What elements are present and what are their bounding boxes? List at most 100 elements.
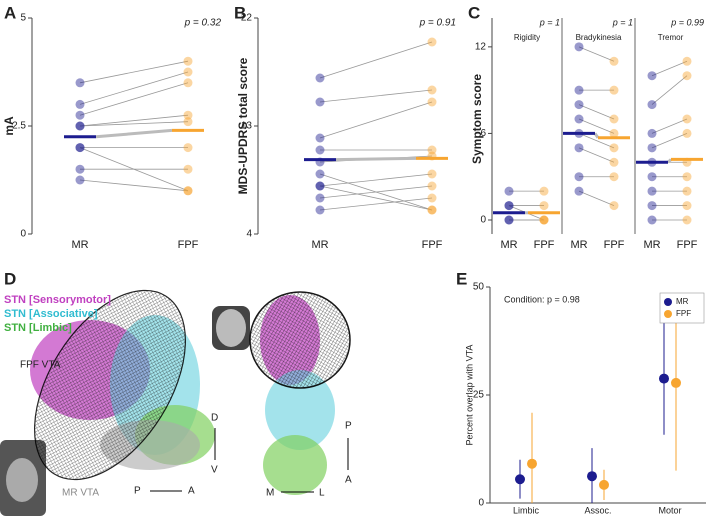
point [183, 117, 193, 127]
legend-box [659, 292, 705, 324]
point [574, 143, 584, 153]
x-tick-label: FPF [534, 239, 555, 251]
x-tick-label: Limbic [513, 505, 540, 515]
pair-line [651, 60, 688, 77]
point [315, 181, 325, 191]
point [183, 164, 193, 174]
x-tick-label: FPF [604, 239, 625, 251]
legend-text: STN [Limbic] [4, 322, 72, 334]
axis-dir: A [188, 486, 195, 497]
point [504, 201, 514, 211]
point [574, 186, 584, 196]
pair-line [79, 71, 189, 105]
axis-dir: V [211, 465, 218, 476]
point [671, 377, 681, 388]
point [75, 121, 85, 131]
pair-line [319, 41, 433, 79]
point [682, 114, 692, 124]
annotation: p = 0.99 [670, 17, 704, 27]
x-tick-label: MR [643, 239, 660, 251]
point [427, 193, 437, 203]
point [682, 71, 692, 81]
y-tick-label: 4 [246, 229, 252, 240]
pair-line [651, 133, 688, 149]
mean-link [95, 128, 173, 139]
point [574, 100, 584, 110]
point [609, 157, 619, 167]
point [682, 56, 692, 66]
annotation: p = 1 [612, 17, 633, 27]
point [183, 143, 193, 153]
mri-brain [216, 309, 246, 347]
point [75, 175, 85, 185]
y-axis-label: Symptom score [470, 74, 484, 164]
point [427, 97, 437, 107]
point [315, 205, 325, 215]
point [609, 56, 619, 66]
point [183, 110, 193, 120]
brain-right [212, 291, 351, 495]
axis-dir: L [319, 488, 325, 499]
point [75, 143, 85, 153]
point [539, 215, 549, 225]
point [427, 169, 437, 179]
point [427, 37, 437, 47]
point [427, 205, 437, 215]
mri-brain [6, 458, 38, 502]
point [574, 172, 584, 182]
legend-marker [664, 298, 672, 306]
legend-text: FPF [676, 309, 691, 318]
y-tick-label: 6 [480, 128, 486, 139]
point [315, 193, 325, 203]
y-tick-label: 22 [241, 13, 253, 24]
mean-link [666, 158, 673, 164]
mean-link [335, 156, 417, 162]
point [539, 215, 549, 225]
pair-line [578, 104, 615, 120]
pair-line [578, 190, 615, 206]
point [574, 42, 584, 52]
y-tick-label: 0 [480, 215, 486, 226]
legend-text: MR [676, 297, 689, 306]
y-tick-label: 50 [473, 282, 485, 293]
pair-line [651, 75, 688, 105]
point [183, 67, 193, 77]
panel-label: A [4, 3, 16, 22]
x-tick-label: MR [71, 239, 88, 251]
pair-line [319, 89, 433, 103]
annotation: p = 0.32 [184, 18, 222, 29]
point [609, 172, 619, 182]
mean-link [593, 132, 600, 139]
x-tick-label: Assoc. [584, 505, 611, 515]
x-tick-label: FPF [422, 239, 443, 251]
point [315, 145, 325, 155]
point [427, 181, 437, 191]
brain-left [0, 289, 216, 516]
y-tick-label: 0 [20, 229, 26, 240]
pair-line [79, 179, 189, 192]
panel-title: Bradykinesia [576, 33, 622, 42]
y-axis-label: Percent overlap with VTA [464, 345, 474, 446]
pair-line [79, 121, 189, 127]
point [427, 145, 437, 155]
x-tick-label: FPF [677, 239, 698, 251]
point [539, 186, 549, 196]
panel-label: B [234, 3, 246, 22]
pair-line [79, 114, 189, 127]
point [647, 215, 657, 225]
point [75, 143, 85, 153]
panel-title: Tremor [658, 33, 684, 42]
pair-line [578, 133, 615, 149]
point [183, 186, 193, 196]
x-tick-label: MR [311, 239, 328, 251]
point [609, 201, 619, 211]
point [574, 85, 584, 95]
point [315, 169, 325, 179]
annotation: p = 0.91 [419, 18, 456, 29]
y-tick-label: 0 [478, 498, 484, 509]
point [647, 143, 657, 153]
pair-line [319, 185, 433, 199]
pair-line [578, 147, 615, 163]
panel-label: E [456, 269, 467, 288]
